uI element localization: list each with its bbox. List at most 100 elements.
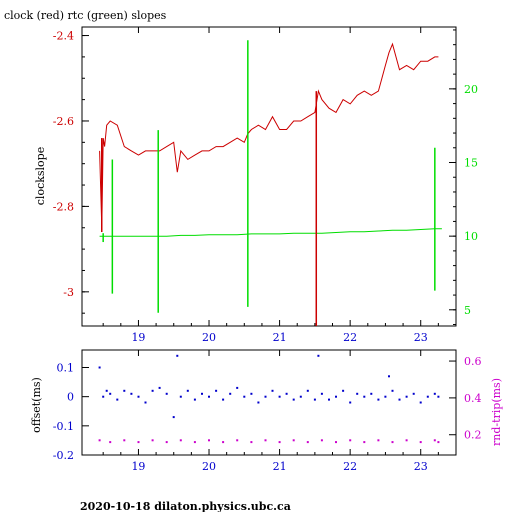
point-rnd-trip	[179, 439, 182, 442]
footer-caption: 2020-10-18 dilaton.physics.ubc.ca	[80, 500, 291, 512]
bottom-left-y-tick-label: -0.2	[53, 449, 74, 462]
point-offset	[384, 395, 387, 398]
point-offset	[370, 392, 373, 395]
top-x-tick-label: 21	[273, 331, 287, 344]
point-rnd-trip	[349, 439, 352, 442]
bottom-left-y-tick-label: 0	[67, 391, 74, 404]
bottom-right-y-axis: 0.6 0.4 0.2	[449, 355, 482, 442]
point-offset	[317, 354, 320, 357]
point-offset	[179, 395, 182, 398]
point-offset	[320, 392, 323, 395]
top-x-tick-label: 20	[202, 331, 216, 344]
point-rnd-trip	[165, 441, 168, 444]
bottom-left-y-tick-label: -0.1	[53, 420, 74, 433]
point-offset	[342, 389, 345, 392]
point-offset	[193, 398, 196, 401]
point-offset	[151, 389, 154, 392]
bottom-left-y-axis-label: offset(ms)	[30, 377, 43, 433]
top-left-y-tick-label: -2.8	[53, 200, 74, 213]
bottom-x-tick-label: 23	[414, 460, 428, 473]
top-left-y-tick-label: -2.4	[53, 30, 74, 43]
top-right-y-tick-label: 5	[464, 304, 471, 317]
bottom-x-tick-label: 19	[131, 460, 145, 473]
point-offset	[285, 392, 288, 395]
bottom-right-y-tick-label: 0.6	[464, 355, 482, 368]
point-rnd-trip	[419, 441, 422, 444]
point-rnd-trip	[437, 441, 440, 444]
point-rnd-trip	[109, 441, 112, 444]
point-rnd-trip	[193, 441, 196, 444]
point-offset	[306, 389, 309, 392]
point-rnd-trip	[292, 439, 295, 442]
point-offset	[102, 395, 105, 398]
point-offset	[109, 392, 112, 395]
point-offset	[215, 389, 218, 392]
point-rnd-trip	[320, 439, 323, 442]
top-left-y-axis: -2.4 -2.6 -2.8 -3	[53, 30, 89, 314]
point-offset	[356, 392, 359, 395]
point-rnd-trip	[151, 439, 154, 442]
point-offset	[98, 366, 101, 369]
top-x-tick-label: 22	[343, 331, 357, 344]
point-offset	[116, 398, 119, 401]
point-offset	[426, 395, 429, 398]
top-y-axis-label: clockslope	[34, 147, 47, 205]
point-offset	[398, 398, 401, 401]
point-offset	[299, 395, 302, 398]
point-offset	[328, 398, 330, 401]
point-offset	[229, 392, 232, 395]
point-offset	[257, 401, 260, 404]
bottom-left-y-tick-label: 0.1	[57, 362, 75, 375]
point-offset	[292, 398, 295, 401]
point-rnd-trip	[250, 441, 253, 444]
point-offset	[144, 401, 147, 404]
point-offset	[172, 416, 175, 419]
point-offset	[123, 389, 126, 392]
point-rnd-trip	[433, 439, 436, 442]
point-offset	[208, 395, 210, 398]
point-offset	[278, 395, 281, 398]
point-offset	[264, 395, 267, 398]
top-right-y-tick-label: 15	[464, 157, 478, 170]
point-offset	[176, 354, 179, 357]
top-right-y-tick-label: 20	[464, 83, 478, 96]
point-rnd-trip	[335, 441, 337, 444]
point-offset	[412, 392, 415, 395]
top-series-group	[99, 40, 442, 326]
bottom-panel: 19 20 21 22 23 0.1 0 -0.1 -0.2 0.6 0.4 0.2 offset…	[30, 349, 503, 473]
top-right-y-axis: 5 10 15 20	[449, 29, 478, 326]
point-rnd-trip	[123, 439, 126, 442]
point-offset	[158, 386, 161, 389]
point-offset	[130, 392, 133, 395]
bottom-x-tick-label: 22	[343, 460, 357, 473]
bottom-right-y-axis-label: rnd-trip(ms)	[490, 378, 503, 446]
point-rnd-trip	[405, 439, 408, 442]
point-offset	[105, 389, 108, 392]
top-x-tick-label: 23	[414, 331, 428, 344]
bottom-x-axis: 19 20 21 22 23	[102, 350, 439, 473]
point-rnd-trip	[208, 439, 210, 442]
point-offset	[137, 395, 140, 398]
point-offset	[349, 401, 352, 404]
bottom-right-y-tick-label: 0.4	[464, 392, 482, 405]
point-offset	[243, 395, 246, 398]
point-offset	[437, 395, 440, 398]
point-offset	[222, 398, 225, 401]
point-offset	[165, 392, 168, 395]
point-offset	[335, 395, 337, 398]
bottom-right-y-tick-label: 0.2	[464, 429, 482, 442]
chart-title: clock (red) rtc (green) slopes	[4, 9, 167, 22]
top-x-tick-label: 19	[131, 331, 145, 344]
top-right-y-tick-label: 10	[464, 230, 478, 243]
point-offset	[250, 392, 253, 395]
point-rnd-trip	[98, 439, 101, 442]
bottom-x-tick-label: 20	[202, 460, 216, 473]
point-rnd-trip	[306, 441, 309, 444]
series-line-rtc	[99, 228, 442, 237]
top-left-y-tick-label: -3	[63, 286, 74, 299]
bottom-series-group	[98, 354, 440, 444]
point-offset	[363, 395, 366, 398]
point-rnd-trip	[377, 439, 380, 442]
point-rnd-trip	[278, 441, 281, 444]
bottom-plot-frame	[81, 349, 457, 456]
